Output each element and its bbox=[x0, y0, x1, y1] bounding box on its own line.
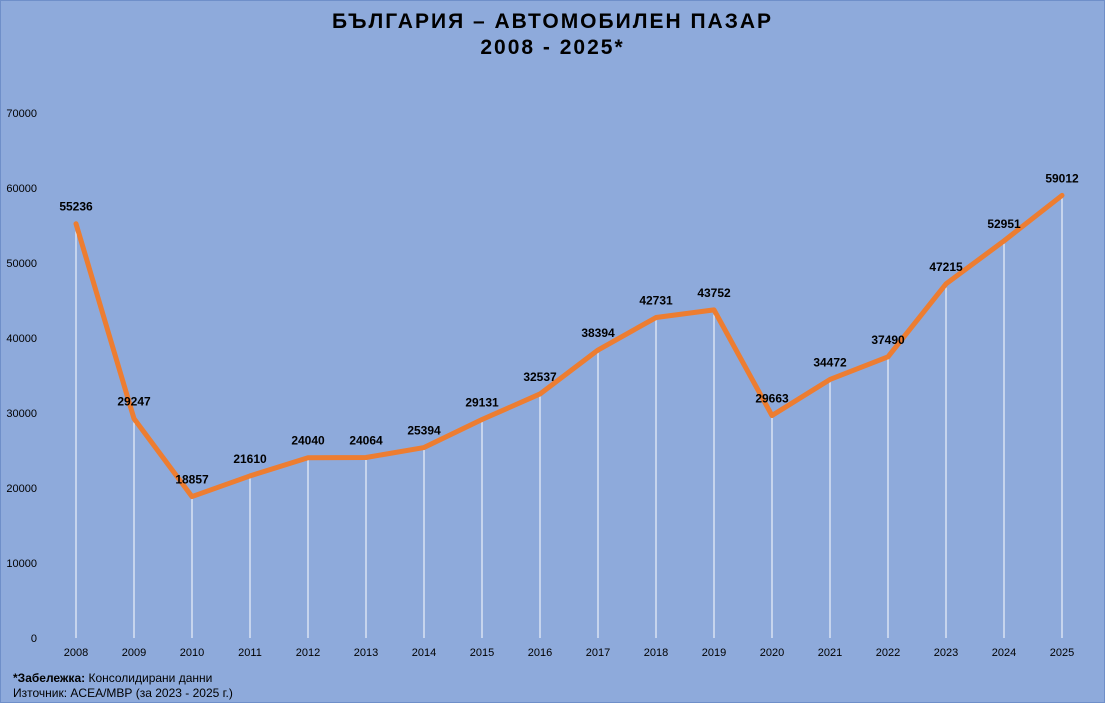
footnote: *Забележка: Консолидирани данни Източник… bbox=[13, 671, 233, 701]
source-text: Източник: ACEA/МВР (за 2023 - 2025 г.) bbox=[13, 686, 233, 700]
data-label: 37490 bbox=[871, 333, 905, 347]
data-label: 55236 bbox=[59, 200, 93, 214]
x-tick-label: 2010 bbox=[180, 647, 204, 659]
series-line bbox=[73, 192, 1065, 500]
x-tick-label: 2011 bbox=[238, 647, 262, 659]
x-tick-label: 2021 bbox=[818, 647, 842, 659]
data-label: 24040 bbox=[291, 434, 325, 448]
data-label: 29131 bbox=[465, 396, 499, 410]
note-text: Консолидирани данни bbox=[85, 671, 213, 685]
x-tick-label: 2020 bbox=[760, 647, 784, 659]
y-tick-label: 10000 bbox=[6, 558, 37, 570]
data-label: 42731 bbox=[639, 294, 673, 308]
x-tick-label: 2022 bbox=[876, 647, 900, 659]
x-tick-label: 2012 bbox=[296, 647, 320, 659]
x-tick-label: 2018 bbox=[644, 647, 668, 659]
x-tick-label: 2014 bbox=[412, 647, 436, 659]
x-tick-label: 2017 bbox=[586, 647, 610, 659]
data-label: 52951 bbox=[987, 217, 1021, 231]
data-label: 32537 bbox=[523, 370, 557, 384]
x-tick-label: 2019 bbox=[702, 647, 726, 659]
y-tick-label: 20000 bbox=[6, 483, 37, 495]
y-tick-label: 0 bbox=[31, 633, 37, 645]
chart-title-block: БЪЛГАРИЯ – АВТОМОБИЛЕН ПАЗАР 2008 - 2025… bbox=[1, 9, 1104, 61]
data-label: 25394 bbox=[407, 424, 441, 438]
data-label: 21610 bbox=[233, 452, 267, 466]
y-tick-label: 40000 bbox=[6, 333, 37, 345]
y-tick-label: 50000 bbox=[6, 258, 37, 270]
data-label: 29247 bbox=[117, 395, 151, 409]
x-tick-label: 2009 bbox=[122, 647, 146, 659]
x-tick-label: 2015 bbox=[470, 647, 494, 659]
y-tick-label: 70000 bbox=[6, 108, 37, 120]
chart-subtitle: 2008 - 2025* bbox=[480, 36, 625, 59]
data-label: 59012 bbox=[1045, 171, 1079, 185]
x-tick-label: 2024 bbox=[992, 647, 1016, 659]
x-tick-label: 2016 bbox=[528, 647, 552, 659]
note-label: *Забележка: bbox=[13, 671, 86, 685]
x-tick-label: 2025 bbox=[1050, 647, 1074, 659]
x-tick-label: 2013 bbox=[354, 647, 378, 659]
data-label: 18857 bbox=[175, 473, 209, 487]
x-tick-label: 2023 bbox=[934, 647, 958, 659]
y-tick-label: 30000 bbox=[6, 408, 37, 420]
data-label: 47215 bbox=[929, 260, 963, 274]
data-label: 38394 bbox=[581, 326, 615, 340]
chart-title: БЪЛГАРИЯ – АВТОМОБИЛЕН ПАЗАР bbox=[331, 10, 774, 33]
data-label: 43752 bbox=[697, 286, 731, 300]
y-tick-label: 60000 bbox=[6, 183, 37, 195]
data-label: 24064 bbox=[349, 434, 383, 448]
data-label: 34472 bbox=[813, 355, 847, 369]
x-tick-label: 2008 bbox=[64, 647, 88, 659]
data-label: 29663 bbox=[755, 392, 789, 406]
